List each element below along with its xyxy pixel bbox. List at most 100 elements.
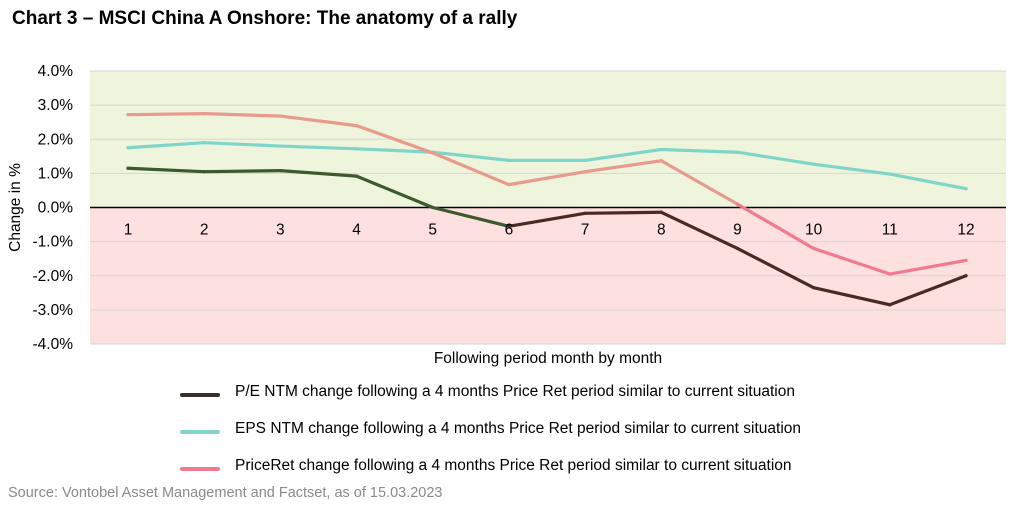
y-tick-label: 0.0%: [38, 200, 74, 217]
eps-line-segment: [278, 144, 359, 151]
y-tick-label: 1.0%: [38, 165, 74, 182]
x-tick-label: 11: [882, 222, 898, 239]
priceret-line-segment: [507, 170, 587, 187]
pe-line-point: [964, 274, 968, 278]
source-note: Source: Vontobel Asset Management and Fa…: [8, 485, 443, 501]
legend-label-pe: P/E NTM change following a 4 months Pric…: [235, 383, 795, 400]
priceret-line-point: [812, 246, 816, 251]
priceret-line-point: [659, 159, 663, 163]
priceret-line-segment: [735, 202, 816, 251]
priceret-line-point: [354, 124, 359, 128]
eps-line-segment: [583, 147, 663, 163]
priceret-line-point: [735, 202, 740, 206]
legend-swatch-priceret: [180, 467, 220, 471]
pe-line-point: [812, 286, 816, 290]
eps-line-segment: [126, 141, 206, 150]
priceret-line-point: [507, 183, 511, 187]
eps-line-point: [583, 158, 587, 163]
pe-line-segment: [812, 286, 892, 307]
eps-line-segment: [354, 147, 435, 154]
eps-line-point: [278, 144, 282, 148]
pe-line-point: [278, 169, 282, 173]
priceret-line-segment: [431, 151, 511, 187]
eps-line-point: [354, 147, 359, 151]
pe-line-point: [126, 166, 130, 170]
eps-line-segment: [202, 141, 282, 148]
priceret-line-segment: [126, 112, 206, 117]
pe-line-segment: [888, 274, 968, 307]
line-chart: 4.0% 3.0% 2.0% 1.0% 0.0% -1.0% -2.0% -3.0% -4.0%…: [7, 63, 1006, 367]
x-tick-label: 1: [124, 222, 133, 239]
pe-line-point: [659, 210, 663, 214]
pe-line-point: [507, 224, 511, 228]
x-tick-label: 8: [657, 222, 666, 239]
legend-swatch-eps: [180, 430, 220, 434]
eps-line-point: [202, 141, 206, 145]
y-tick-label: -1.0%: [33, 234, 74, 251]
eps-line-point: [126, 146, 130, 150]
pe-line-point: [354, 174, 359, 178]
priceret-line-segment: [202, 112, 282, 118]
pe-line-point: [888, 303, 892, 307]
x-tick-label: 12: [957, 222, 974, 239]
priceret-line-segment: [888, 258, 968, 276]
y-tick-label: -4.0%: [33, 336, 74, 353]
x-tick-label: 4: [352, 222, 361, 239]
priceret-line-point: [278, 114, 282, 118]
pe-line-segment: [735, 246, 816, 290]
pe-line-segment: [659, 210, 740, 251]
priceret-line-segment: [659, 159, 740, 206]
legend-swatch-pe: [180, 393, 220, 397]
eps-line-segment: [659, 147, 740, 154]
priceret-line-point: [583, 170, 587, 174]
x-tick-label: 6: [505, 222, 514, 239]
priceret-line-segment: [812, 246, 892, 276]
pe-line-point: [431, 205, 435, 210]
eps-line-point: [735, 150, 740, 154]
x-tick-label: 2: [200, 222, 209, 239]
eps-line: [126, 141, 968, 191]
priceret-line: [126, 112, 968, 276]
pe-line-segment: [507, 211, 587, 228]
y-tick-label: -2.0%: [33, 268, 74, 285]
chart-title: Chart 3 – MSCI China A Onshore: The anat…: [12, 8, 518, 29]
eps-line-point: [659, 147, 663, 152]
eps-line-segment: [735, 150, 816, 166]
pe-line-segment: [354, 174, 435, 210]
y-tick-label: 4.0%: [38, 63, 74, 80]
pe-line-segment: [278, 169, 359, 178]
eps-line-point: [812, 162, 816, 166]
priceret-line-point: [126, 113, 130, 117]
eps-line-point: [507, 158, 511, 163]
x-tick-label: 9: [733, 222, 742, 239]
priceret-line-point: [888, 272, 892, 276]
legend-label-priceret: PriceRet change following a 4 months Pri…: [235, 457, 792, 474]
pe-line-segment: [431, 205, 511, 228]
eps-line-segment: [812, 162, 892, 176]
priceret-line-segment: [354, 123, 435, 155]
x-tick-label: 5: [428, 222, 437, 239]
x-axis-title: Following period month by month: [434, 350, 662, 367]
eps-line-point: [888, 172, 892, 176]
pe-line-segment: [583, 210, 663, 215]
y-tick-label: 2.0%: [38, 131, 74, 148]
eps-line-point: [964, 187, 968, 191]
pe-line: [126, 166, 968, 307]
eps-line-segment: [431, 150, 511, 163]
priceret-line-point: [202, 112, 206, 116]
pe-line-point: [202, 170, 206, 174]
priceret-line-segment: [583, 159, 663, 174]
y-tick-label: 3.0%: [38, 97, 74, 114]
x-tick-label: 3: [276, 222, 285, 239]
pe-line-segment: [126, 166, 206, 174]
priceret-line-point: [964, 258, 968, 262]
legend-label-eps: EPS NTM change following a 4 months Pric…: [235, 420, 801, 437]
x-tick-label: 7: [581, 222, 590, 239]
pe-line-point: [735, 246, 740, 251]
x-tick-label: 10: [805, 222, 823, 239]
eps-line-segment: [888, 172, 968, 191]
y-axis-title: Change in %: [7, 163, 24, 252]
priceret-line-segment: [278, 114, 359, 128]
y-tick-label: -3.0%: [33, 302, 74, 319]
pe-line-point: [583, 211, 587, 215]
